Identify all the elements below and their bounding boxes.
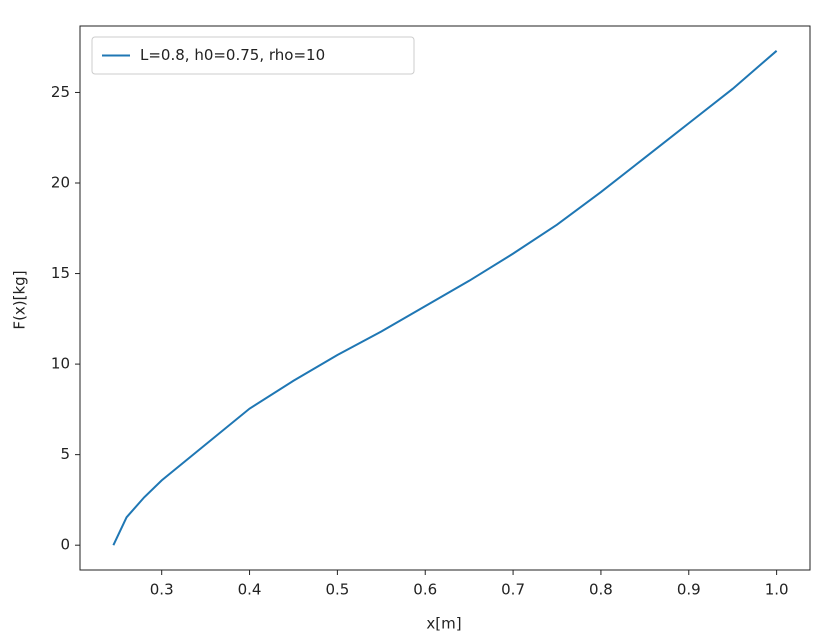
x-tick-label: 0.9 <box>677 581 701 599</box>
y-tick-label: 25 <box>51 83 70 101</box>
legend-label: L=0.8, h0=0.75, rho=10 <box>140 46 325 64</box>
x-tick-label: 0.8 <box>589 581 613 599</box>
y-tick-label: 15 <box>51 264 70 282</box>
y-tick-label: 5 <box>60 445 70 463</box>
y-tick-label: 0 <box>60 536 70 554</box>
line-series <box>112 50 778 546</box>
x-axis-label: x[m] <box>426 615 461 633</box>
x-tick-label: 0.6 <box>413 581 437 599</box>
x-tick-label: 0.5 <box>325 581 349 599</box>
x-tick-label: 0.4 <box>238 581 262 599</box>
y-axis-label: F(x)[kg] <box>11 270 29 329</box>
axes-frame <box>79 25 811 571</box>
x-tick-label: 0.7 <box>501 581 525 599</box>
y-tick-label: 10 <box>51 355 70 373</box>
x-tick-label: 0.3 <box>150 581 174 599</box>
legend-box <box>91 36 415 75</box>
y-tick-label: 20 <box>51 174 70 192</box>
x-tick-label: 1.0 <box>765 581 789 599</box>
